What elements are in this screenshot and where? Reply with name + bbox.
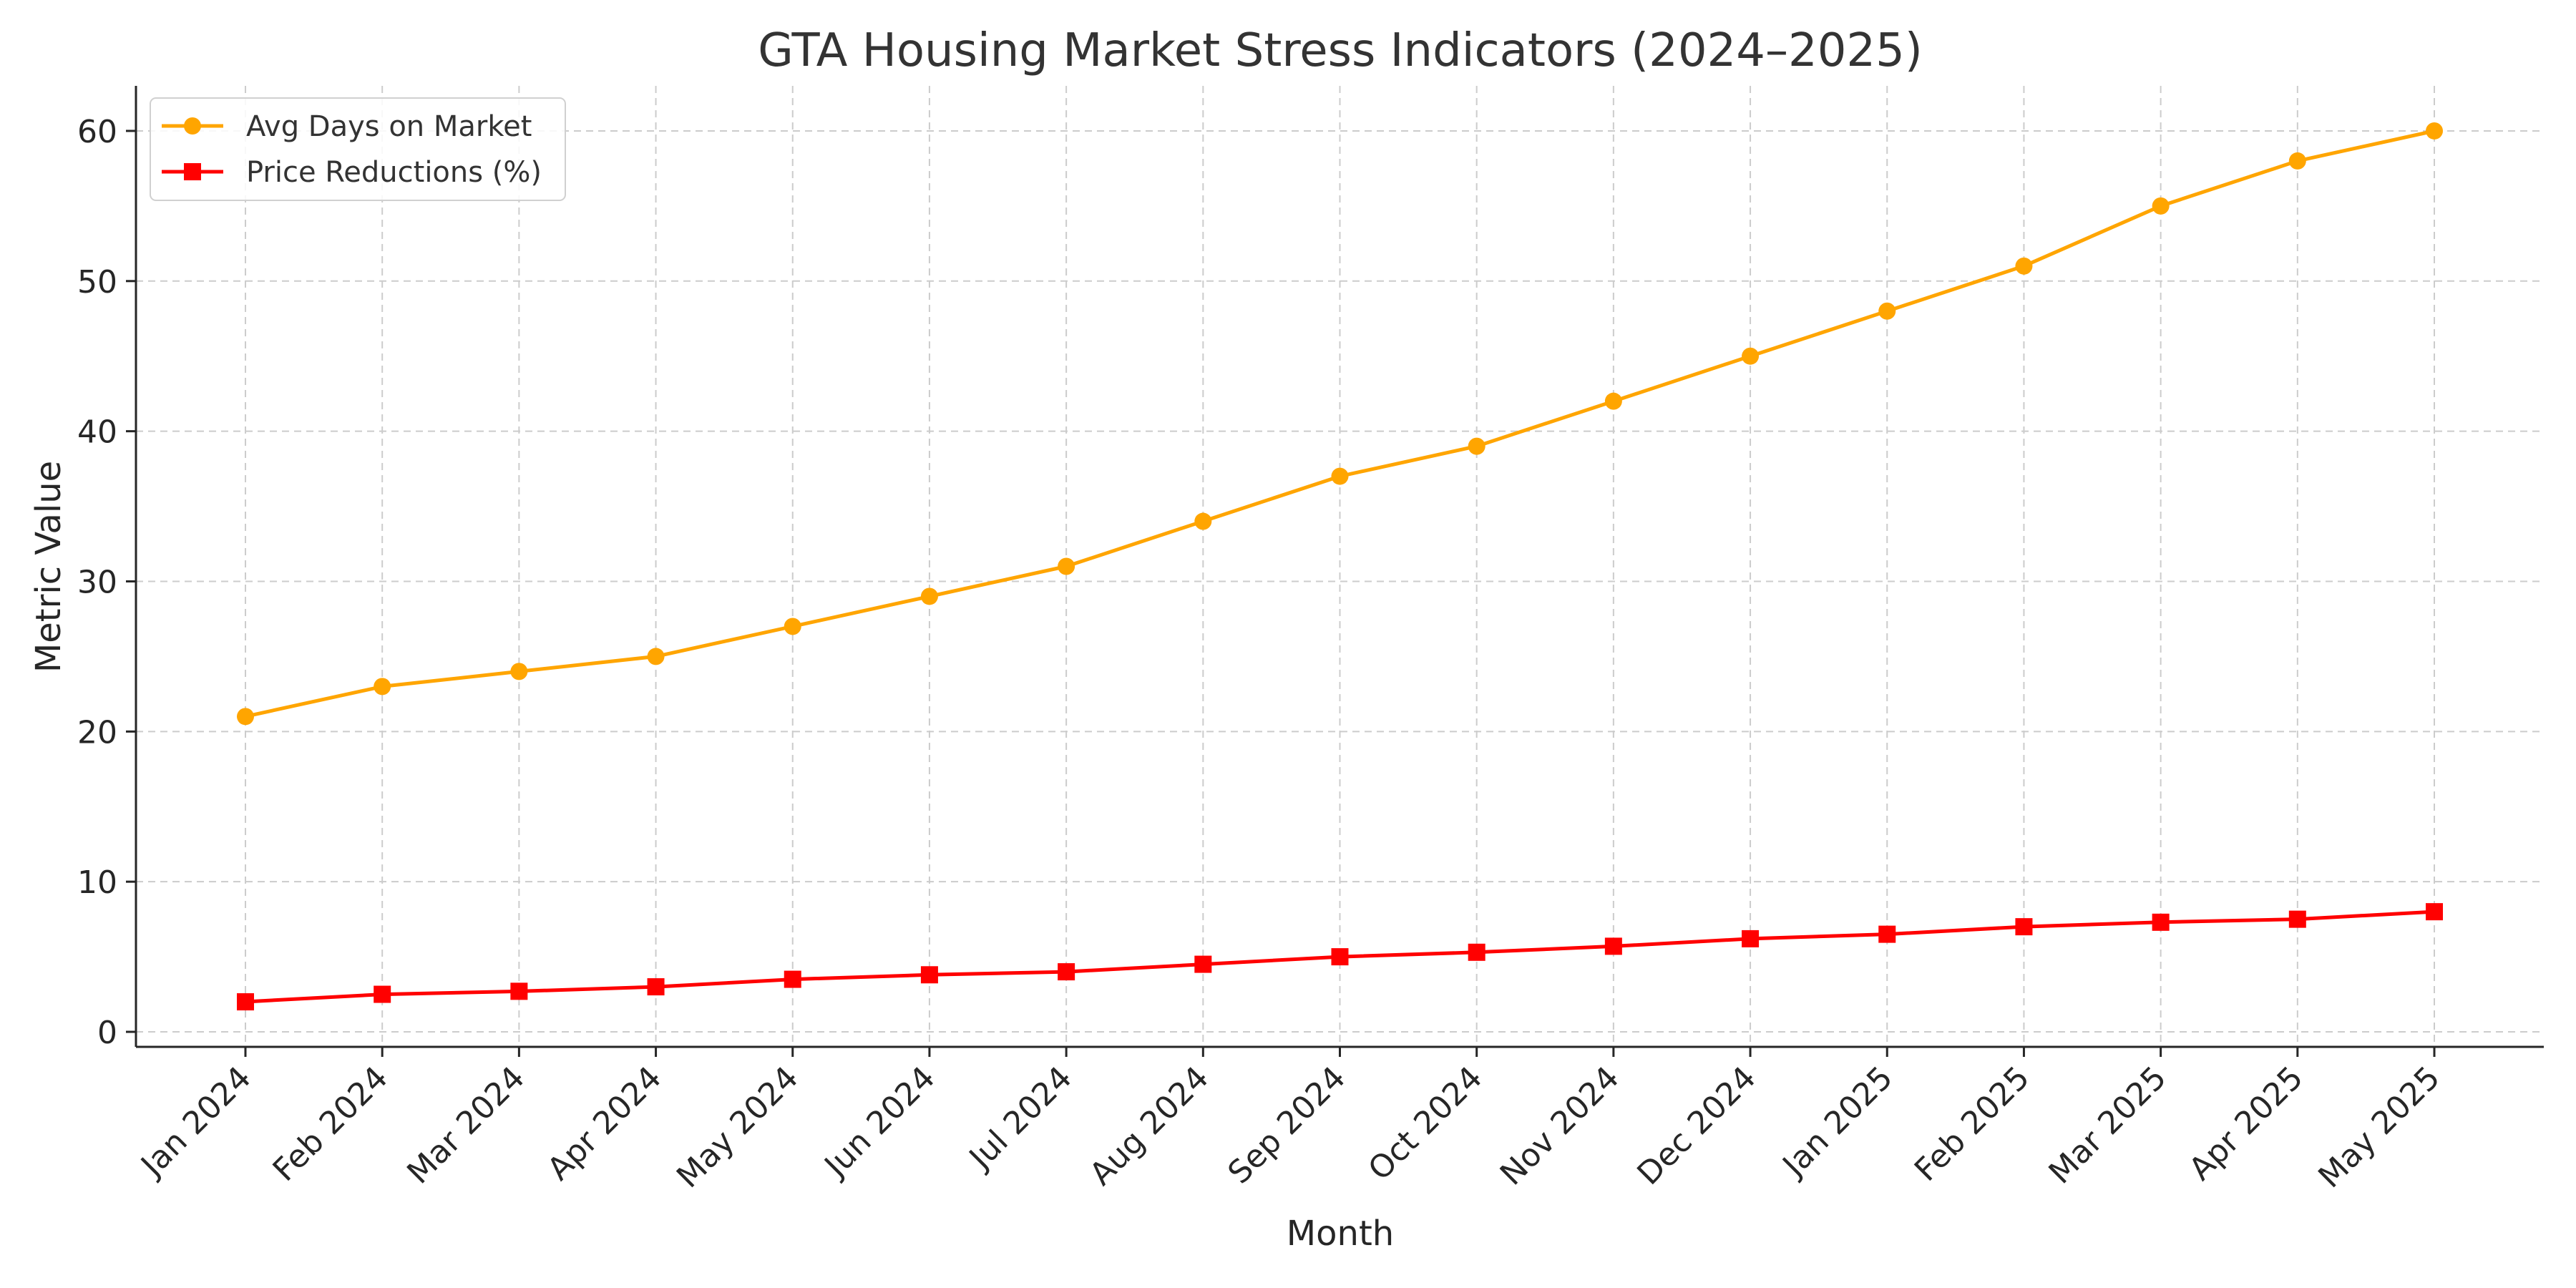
data-point-circle — [784, 618, 801, 635]
legend-label: Avg Days on Market — [246, 110, 532, 143]
y-tick-label: 30 — [77, 564, 117, 600]
data-point-square — [647, 978, 665, 996]
series — [237, 122, 2443, 1011]
y-ticks: 0 10 20 30 40 50 60 — [77, 114, 136, 1051]
legend-marker-square — [184, 163, 201, 180]
y-tick-label: 60 — [77, 114, 117, 150]
data-point-square — [920, 966, 938, 984]
data-point-square — [1742, 930, 1760, 947]
data-point-circle — [1468, 437, 1485, 455]
data-point-square — [1468, 943, 1485, 961]
y-tick-label: 0 — [97, 1015, 117, 1051]
y-tick-label: 10 — [77, 864, 117, 901]
data-point-circle — [2426, 122, 2443, 140]
data-point-circle — [1604, 392, 1622, 410]
y-tick-label: 50 — [77, 264, 117, 301]
data-point-square — [1194, 955, 1212, 973]
data-point-square — [784, 970, 801, 988]
data-point-square — [2288, 910, 2306, 928]
x-axis-label: Month — [1287, 1214, 1394, 1254]
data-point-circle — [1742, 347, 1760, 365]
data-point-square — [1331, 948, 1349, 966]
data-point-square — [237, 993, 254, 1011]
data-point-square — [2152, 913, 2170, 931]
data-point-circle — [237, 708, 254, 726]
chart-title: GTA Housing Market Stress Indicators (20… — [758, 24, 1923, 77]
data-point-circle — [1194, 512, 1212, 530]
legend-label: Price Reductions (%) — [246, 156, 542, 189]
data-point-square — [2426, 903, 2443, 921]
data-point-square — [2015, 918, 2033, 936]
data-point-circle — [2015, 257, 2033, 275]
data-point-square — [1604, 937, 1622, 955]
legend: Avg Days on Market Price Reductions (%) — [150, 97, 566, 201]
data-point-circle — [1058, 557, 1075, 575]
legend-box — [150, 97, 566, 201]
data-point-square — [1058, 963, 1075, 981]
data-point-circle — [2288, 152, 2306, 170]
data-point-circle — [2152, 197, 2170, 215]
data-point-circle — [510, 663, 528, 680]
y-tick-label: 40 — [77, 414, 117, 451]
grid — [136, 86, 2544, 1047]
legend-items: Avg Days on Market Price Reductions (%) — [162, 110, 542, 189]
data-point-circle — [1331, 467, 1349, 485]
data-point-square — [374, 985, 391, 1003]
data-point-square — [510, 982, 528, 1000]
y-tick-label: 20 — [77, 714, 117, 751]
legend-marker-circle — [184, 117, 201, 135]
data-point-circle — [647, 648, 665, 665]
data-point-circle — [374, 678, 391, 696]
data-point-circle — [1878, 302, 1896, 320]
y-axis-label: Metric Value — [29, 461, 69, 673]
data-point-square — [1878, 925, 1896, 943]
data-point-circle — [920, 587, 938, 605]
